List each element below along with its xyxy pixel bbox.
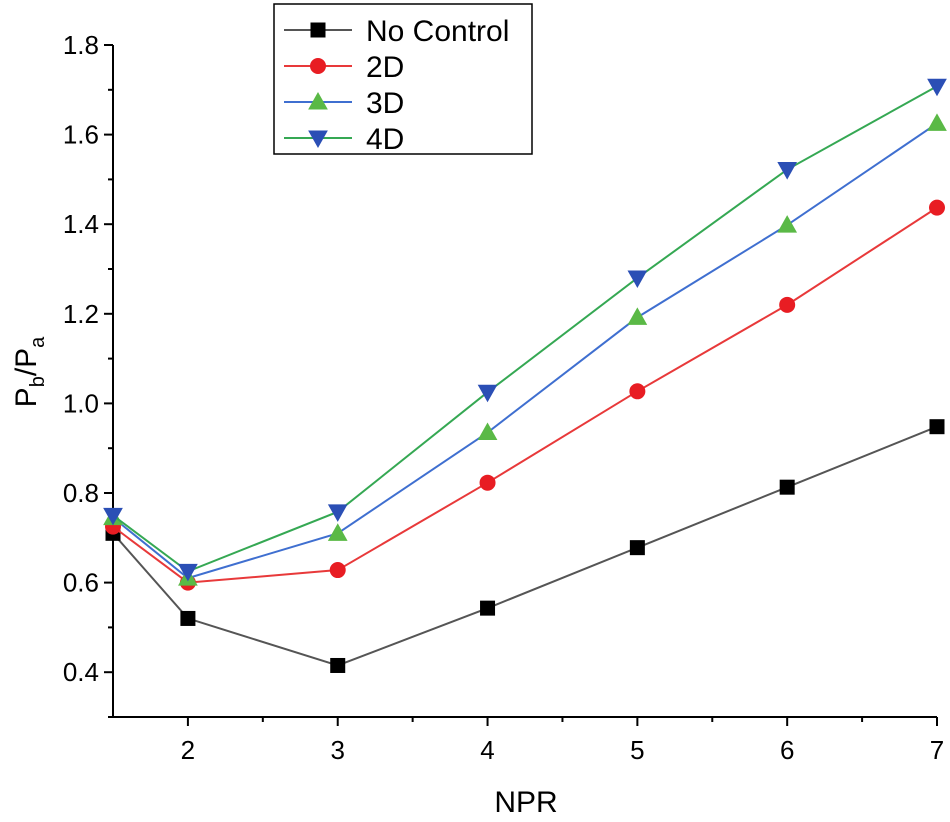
x-ticks: 2 3 4 5 6 7 <box>181 717 944 765</box>
axes: 0.4 0.6 0.8 1.0 1.2 1.4 1.6 1.8 2 3 4 5 6 7 <box>63 30 944 765</box>
x-tick-label: 3 <box>330 735 344 765</box>
series-2 <box>103 113 947 586</box>
series-line <box>112 425 938 667</box>
data-point <box>180 610 196 626</box>
series-0 <box>105 419 945 673</box>
data-point <box>927 78 947 97</box>
data-point <box>477 422 498 441</box>
data-point <box>330 657 346 673</box>
y-tick-label: 1.2 <box>63 299 99 329</box>
series-3 <box>103 78 947 582</box>
y-axis-title-sub2: a <box>27 336 49 348</box>
y-tick-label: 0.6 <box>63 568 99 598</box>
legend-item: 3D <box>284 87 404 120</box>
y-tick-label: 1.4 <box>63 209 99 239</box>
y-tick-label: 0.8 <box>63 478 99 508</box>
series-1 <box>105 199 945 591</box>
y-tick-label: 1.8 <box>63 30 99 60</box>
y-tick-label: 0.4 <box>63 657 99 687</box>
data-point <box>480 600 496 616</box>
data-point <box>629 383 646 400</box>
y-axis-title-main: P <box>10 387 43 407</box>
series-line <box>112 206 938 584</box>
y-tick-label: 1.6 <box>63 120 99 150</box>
data-point <box>178 563 198 582</box>
data-point <box>777 215 798 233</box>
data-point <box>327 523 348 541</box>
data-point <box>779 479 795 495</box>
legend-item: 4D <box>284 123 404 156</box>
data-point <box>779 296 796 313</box>
y-ticks: 0.4 0.6 0.8 1.0 1.2 1.4 1.6 1.8 <box>63 30 113 718</box>
data-point <box>479 474 496 491</box>
data-point <box>627 270 648 288</box>
legend-label: 2D <box>366 51 404 84</box>
x-tick-label: 2 <box>181 735 195 765</box>
data-point <box>777 162 798 180</box>
series-line <box>112 85 938 573</box>
x-tick-label: 4 <box>480 735 494 765</box>
data-point <box>627 307 648 325</box>
y-axis-title-sub1: b <box>27 376 49 387</box>
data-point <box>927 113 947 131</box>
data-point <box>929 419 945 435</box>
data-point <box>477 384 498 403</box>
legend-marker <box>310 22 326 38</box>
legend-item: 2D <box>284 51 404 84</box>
data-point <box>329 562 346 579</box>
series-layer <box>103 78 947 673</box>
legend-label: 4D <box>366 123 404 156</box>
y-axis-title-sep: /P <box>10 348 43 376</box>
legend-marker <box>308 91 328 110</box>
legend-marker <box>310 58 326 74</box>
x-axis-title: NPR <box>494 786 557 819</box>
data-point <box>327 504 348 522</box>
legend-label: 3D <box>366 87 404 120</box>
data-point <box>103 507 123 526</box>
data-point <box>629 540 645 556</box>
legend-item: No Control <box>284 15 509 48</box>
series-line <box>112 122 938 580</box>
legend-marker <box>308 130 328 149</box>
x-tick-label: 5 <box>630 735 644 765</box>
y-tick-label: 1.0 <box>63 388 99 418</box>
x-tick-label: 7 <box>930 735 944 765</box>
x-tick-label: 6 <box>780 735 794 765</box>
y-axis-title: Pb/Pa <box>10 336 49 408</box>
legend-label: No Control <box>366 15 509 48</box>
data-point <box>929 199 945 216</box>
